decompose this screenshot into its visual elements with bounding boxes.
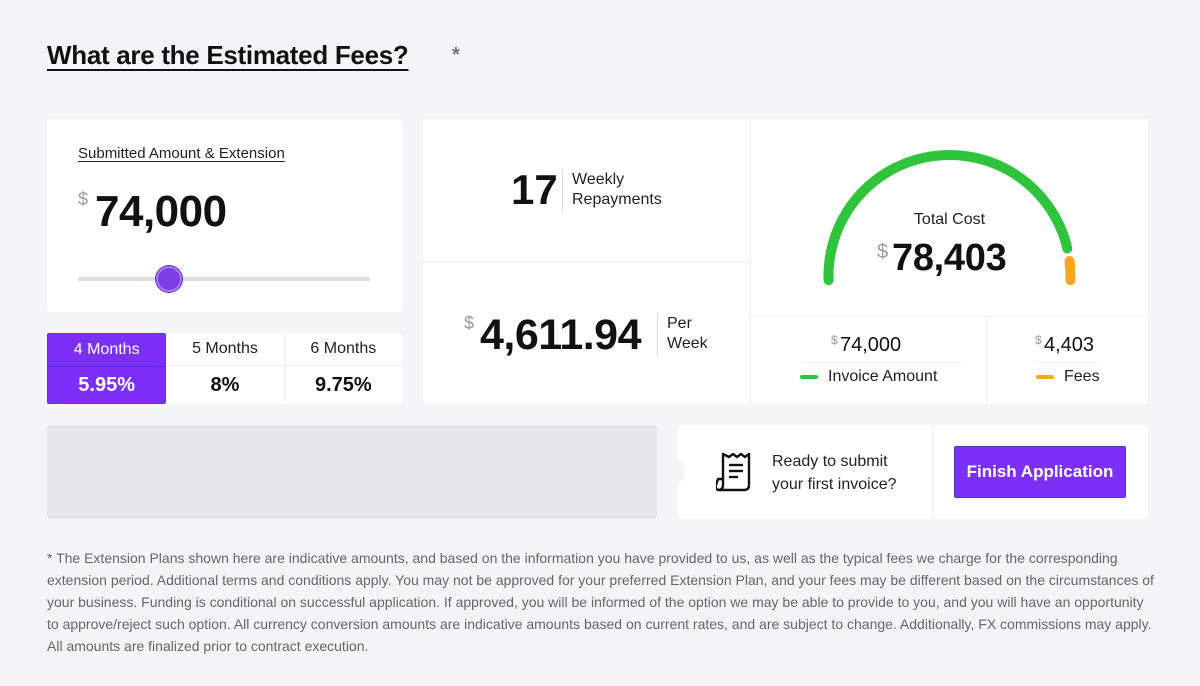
fees-label: Fees (1064, 368, 1100, 385)
invoice-amount-value: 74,000 (840, 334, 902, 356)
divider (751, 316, 1148, 317)
per-week-label-line2: Week (667, 335, 708, 352)
fees-legend-marker (1036, 375, 1054, 379)
repayment-count: 17 (511, 166, 558, 213)
plan-5-months[interactable]: 5 Months 8% (166, 333, 285, 404)
per-week-card: $ 4,611.94 Per Week (423, 263, 749, 404)
total-cost-currency: $ (877, 241, 889, 263)
submit-prompt-line2: your first invoice? (772, 476, 897, 493)
per-week-label: Per Week (667, 314, 708, 354)
plan-label: 4 Months (48, 334, 166, 367)
gauge-fees-arc (1064, 256, 1076, 286)
cost-gauge (823, 150, 1076, 286)
divider (657, 313, 658, 357)
plan-6-months[interactable]: 6 Months 9.75% (284, 333, 402, 404)
plan-rate: 8% (210, 373, 240, 396)
required-asterisk: * (452, 44, 460, 66)
plan-4-months[interactable]: 4 Months 5.95% (47, 333, 167, 404)
per-week-value: 4,611.94 (480, 311, 642, 359)
repayment-label: Weekly Repayments (572, 170, 662, 210)
invoice-currency: $ (831, 333, 838, 347)
extension-plans: 4 Months 5.95% 5 Months 8% 6 Months 9.75… (47, 333, 402, 404)
amount-label: Submitted Amount & Extension (78, 145, 285, 162)
plan-label: 6 Months (284, 333, 402, 366)
plan-rate: 5.95% (78, 373, 136, 396)
repayments-card: 17 Weekly Repayments (423, 119, 749, 261)
receipt-icon (716, 452, 751, 492)
submit-card: Ready to submit your first invoice? Fini… (671, 425, 1148, 519)
slider-thumb[interactable] (155, 266, 182, 292)
per-week-currency: $ (464, 313, 475, 333)
amount-value: 74,000 (95, 187, 227, 236)
page-title: What are the Estimated Fees? (47, 40, 409, 70)
submit-prompt-line1: Ready to submit (772, 453, 888, 470)
plan-label: 5 Months (166, 333, 284, 366)
total-cost-label: Total Cost (913, 211, 986, 228)
disclaimer-text: * The Extension Plans shown here are ind… (47, 550, 1154, 654)
submit-prompt: Ready to submit your first invoice? (772, 450, 897, 496)
amount-slider[interactable] (78, 266, 370, 292)
divider (562, 169, 563, 213)
plan-rate: 9.75% (314, 373, 372, 396)
invoice-legend-marker (800, 375, 818, 379)
divider (932, 425, 933, 519)
per-week-label-line1: Per (667, 315, 692, 332)
divider (1035, 362, 1098, 363)
gauge-invoice-arc (823, 150, 1073, 286)
amount-currency: $ (78, 189, 89, 209)
fees-value: 4,403 (1044, 334, 1095, 356)
invoice-amount-label: Invoice Amount (828, 368, 938, 385)
fees-currency: $ (1035, 333, 1042, 347)
total-cost-value: 78,403 (892, 237, 1007, 279)
repayment-label-line1: Weekly (572, 171, 625, 188)
divider (801, 362, 964, 363)
total-cost-card: Total Cost $ 78,403 $ 74,000 Invoice Amo… (751, 119, 1148, 404)
divider (986, 316, 987, 404)
repayment-label-line2: Repayments (572, 191, 662, 208)
amount-card: Submitted Amount & Extension $ 74,000 (47, 119, 402, 312)
ticket-notch (671, 460, 685, 482)
placeholder-panel (47, 425, 657, 519)
finish-application-button[interactable]: Finish Application (954, 446, 1126, 498)
